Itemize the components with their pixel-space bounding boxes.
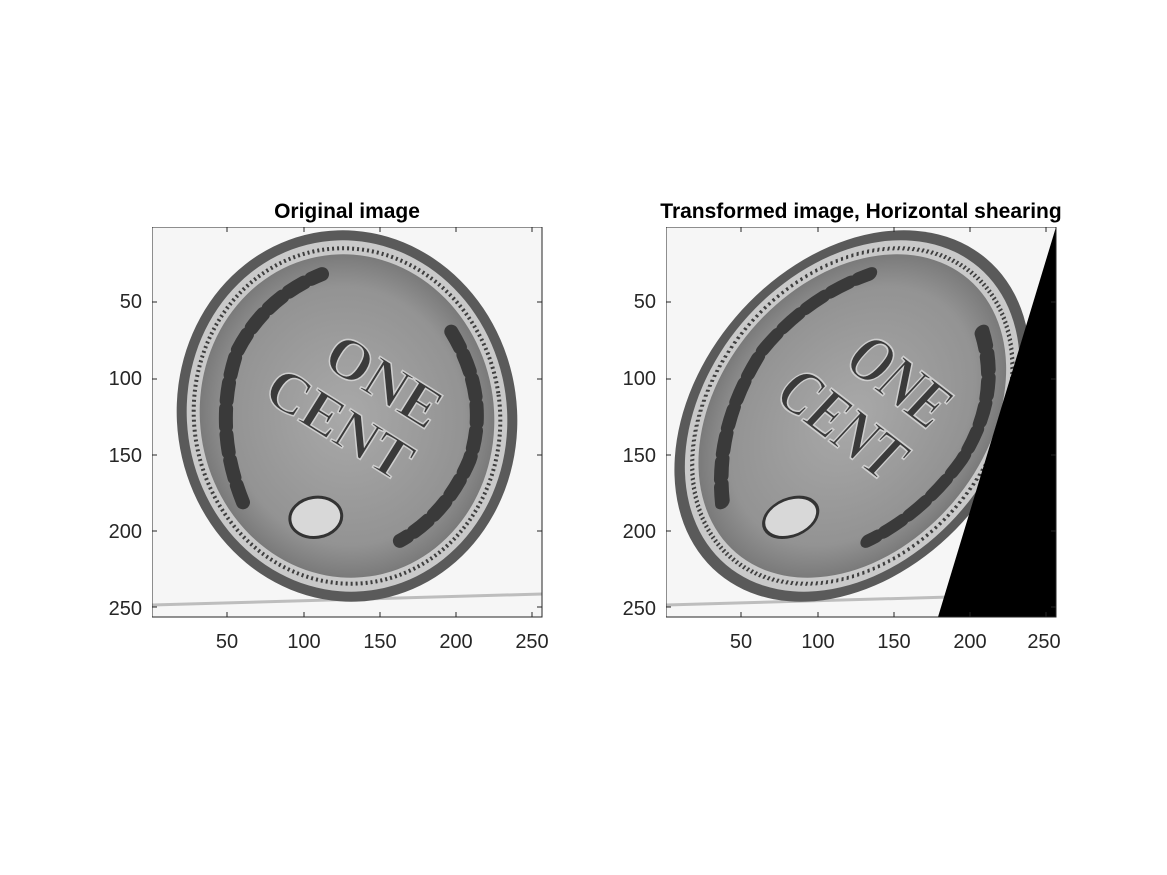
shear-fill-region xyxy=(938,227,1056,617)
xtick-label: 200 xyxy=(439,631,473,653)
ytick-label: 200 xyxy=(108,521,142,543)
xtick-label: 250 xyxy=(515,631,549,653)
ribbon-bow xyxy=(288,495,344,539)
ytick-label: 200 xyxy=(622,521,656,543)
axes-ticks xyxy=(152,227,542,617)
ytick-label: 50 xyxy=(633,291,656,313)
panel-title-transformed: Transformed image, Horizontal shearing xyxy=(660,200,1062,223)
wreath-right xyxy=(392,324,484,548)
ytick-label: 150 xyxy=(622,445,656,467)
ytick-label: 250 xyxy=(108,598,142,620)
xtick-label: 100 xyxy=(801,631,835,653)
ytick-label: 250 xyxy=(622,598,656,620)
axes-transformed: ONE CENT xyxy=(666,227,1057,618)
xtick-label: 150 xyxy=(877,631,911,653)
xtick-label: 150 xyxy=(363,631,397,653)
axes-box xyxy=(152,227,543,618)
ytick-label: 50 xyxy=(119,291,142,313)
wreath-right xyxy=(860,324,996,548)
panel-title-original: Original image xyxy=(274,200,420,223)
ytick-label: 100 xyxy=(622,368,656,390)
xtick-label: 200 xyxy=(953,631,987,653)
ytick-label: 150 xyxy=(108,445,142,467)
coin-face xyxy=(199,254,495,578)
wreath-left xyxy=(218,267,330,510)
axes-original: ONE CENT xyxy=(152,227,543,618)
coin-original: ONE CENT xyxy=(176,230,518,602)
xtick-label: 50 xyxy=(215,631,239,653)
xtick-label: 250 xyxy=(1027,631,1061,653)
coin-beads xyxy=(191,246,503,586)
wreath-left xyxy=(713,267,878,510)
coin-transformed: ONE CENT xyxy=(674,230,1031,602)
xtick-label: 100 xyxy=(287,631,321,653)
axes-ticks xyxy=(666,227,1056,617)
axes-box xyxy=(666,227,1057,618)
ytick-label: 100 xyxy=(108,368,142,390)
ribbon-bow xyxy=(762,495,820,539)
xtick-label: 50 xyxy=(729,631,753,653)
